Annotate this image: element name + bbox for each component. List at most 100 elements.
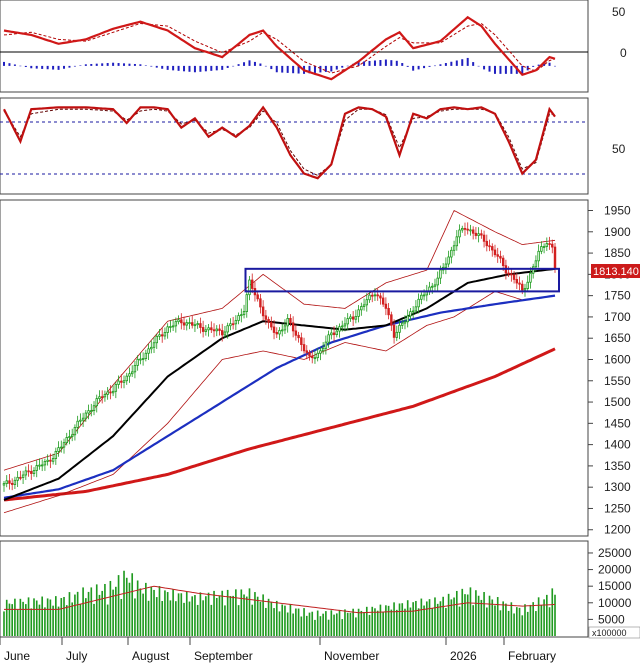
candle-body	[133, 364, 137, 373]
candle-body	[327, 334, 330, 343]
candle-body	[343, 323, 347, 327]
volume-bar	[469, 587, 472, 636]
volume-bar	[150, 586, 153, 636]
candle-body	[5, 480, 8, 484]
volume-bar	[376, 610, 379, 636]
macd-hist-bar	[112, 62, 115, 66]
volume-bar	[46, 598, 49, 636]
candle-body	[98, 396, 101, 400]
volume-bar	[245, 596, 248, 636]
candle-body	[297, 334, 300, 339]
macd-hist-bar	[117, 63, 120, 66]
volume-bar	[518, 607, 521, 636]
volume-bar	[507, 610, 510, 636]
macd-hist-bar	[253, 61, 256, 66]
macd-hist-bar	[139, 64, 142, 66]
candlesticks	[2, 222, 557, 492]
volume-bar	[505, 603, 507, 636]
candle-body	[240, 314, 243, 317]
consolidation-box	[244, 267, 560, 293]
candle-body	[130, 371, 134, 375]
candle-body	[43, 461, 47, 466]
volume-bar	[237, 605, 240, 636]
volume-bar	[390, 609, 393, 636]
macd-hist-bar	[346, 65, 349, 67]
macd-hist-bar	[477, 65, 480, 67]
ma-mid-line	[3, 294, 556, 499]
candle-body	[193, 324, 197, 327]
volume-bar	[98, 594, 101, 636]
candle-body	[357, 309, 360, 317]
volume-bar	[202, 600, 204, 636]
volume-bar	[180, 593, 183, 636]
volume-bar	[76, 591, 79, 636]
candle-body	[218, 328, 221, 331]
candle-body	[411, 310, 415, 313]
candle-body	[537, 250, 540, 262]
candle-body	[248, 279, 251, 296]
volume-bar	[338, 609, 341, 636]
ma-short-line	[3, 267, 556, 501]
candle-body	[103, 394, 107, 398]
candle-body	[278, 330, 281, 335]
volume-bar	[85, 598, 87, 636]
candle-body	[174, 321, 178, 327]
candle-body	[406, 315, 409, 323]
macd-hist-bar	[455, 60, 458, 66]
volume-bar	[551, 588, 554, 636]
volume-bar	[387, 605, 390, 636]
candle-body	[499, 255, 502, 259]
candle-body	[169, 326, 172, 328]
macd-hist-bar	[188, 65, 191, 72]
volume-bar	[79, 603, 82, 636]
macd-hist-bar	[183, 65, 186, 72]
volume-bar	[115, 586, 117, 636]
volume-bar	[461, 588, 464, 636]
volume-bar	[423, 605, 425, 636]
candle-body	[390, 314, 393, 326]
volume-bar	[494, 605, 496, 636]
candle-body	[387, 307, 390, 316]
volume-bar	[363, 611, 365, 636]
macd-hist-bar	[308, 65, 311, 74]
candle-body	[251, 279, 254, 289]
candle-body	[40, 464, 44, 467]
candle-body	[270, 321, 273, 328]
volume-bar	[65, 605, 68, 636]
macd-hist-bar	[52, 65, 55, 70]
volume-bar	[409, 607, 412, 636]
macd-hist-bar	[357, 61, 360, 66]
volume-bar	[177, 593, 180, 636]
volume-bar	[3, 611, 5, 636]
volume-bar	[445, 608, 447, 636]
candle-body	[526, 281, 529, 289]
macd-hist-bar	[73, 65, 76, 67]
macd-hist-bar	[237, 64, 240, 66]
macd-hist-bar	[368, 60, 371, 66]
macd-hist-bar	[450, 61, 453, 66]
candle-body	[65, 437, 68, 444]
price-tick-label: 1300	[604, 480, 631, 494]
price-tick-label: 1550	[604, 374, 631, 388]
volume-bar	[112, 589, 114, 636]
volume-bar	[385, 605, 387, 636]
macd-hist-bar	[379, 60, 382, 66]
volume-bar	[316, 610, 319, 636]
volume-bar	[101, 590, 104, 636]
candle-body	[463, 227, 467, 230]
macd-hist-bar	[543, 63, 546, 66]
volume-bar	[68, 592, 71, 636]
volume-bar	[11, 604, 14, 636]
candle-body	[534, 260, 538, 268]
candle-body	[201, 327, 205, 332]
volume-bar	[235, 589, 237, 636]
x-tick-label: 2026	[450, 649, 477, 663]
volume-bar	[267, 598, 270, 636]
candle-body	[125, 375, 128, 382]
volume-bar	[52, 605, 54, 636]
candle-body	[155, 335, 158, 344]
volume-bar	[357, 608, 360, 636]
macd-hist-bar	[439, 64, 442, 66]
candle-body	[308, 352, 311, 357]
volume-bar	[134, 598, 136, 636]
